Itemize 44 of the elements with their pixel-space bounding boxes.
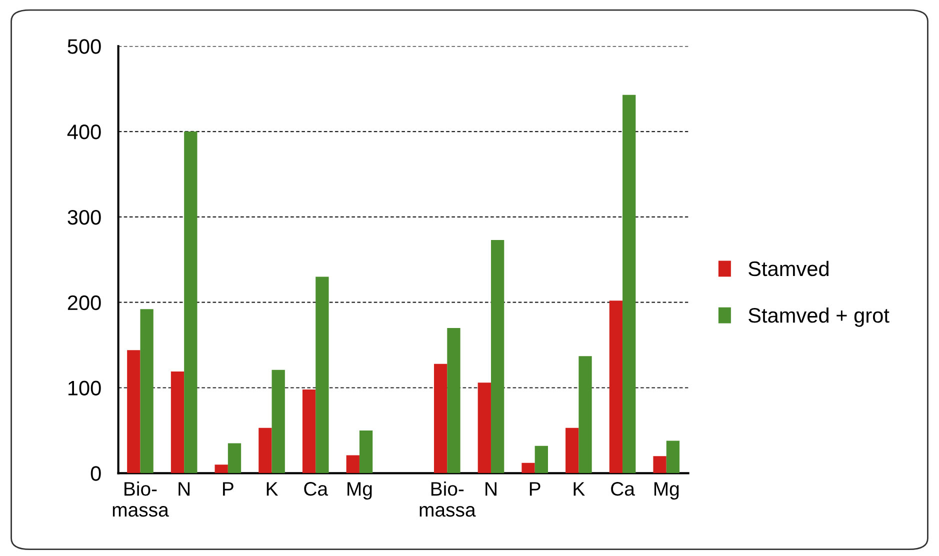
bar [534, 446, 548, 474]
bar [127, 350, 140, 474]
bar [653, 456, 666, 474]
bar [258, 428, 272, 474]
bar [228, 443, 242, 474]
y-tick-label: 300 [68, 210, 101, 225]
x-tick-label: N [486, 482, 496, 496]
legend-label: Stamved + grot [748, 307, 890, 327]
x-tick-label: K [266, 482, 278, 496]
x-tick-label: Ca [611, 482, 635, 496]
bar [622, 94, 636, 474]
x-tick-label: Bio- massa [420, 481, 476, 517]
x-tick-label: Mg [348, 482, 372, 500]
bar [184, 132, 198, 474]
bar [578, 356, 592, 474]
bar [609, 300, 623, 474]
bar [302, 389, 316, 474]
x-tick-label: Bio- massa [112, 481, 169, 517]
y-tick-label: 400 [67, 124, 101, 140]
bar [140, 309, 154, 474]
bar [490, 240, 504, 474]
y-tick-label: 100 [68, 380, 101, 396]
legend-label: Stamved [748, 260, 828, 276]
bar [478, 382, 491, 474]
bar [566, 428, 579, 474]
bar [316, 276, 329, 474]
bar [346, 455, 360, 474]
y-tick-label: 500 [68, 39, 101, 54]
bar [522, 462, 535, 474]
bar [666, 440, 680, 474]
x-tick-label: K [574, 482, 585, 496]
bar [214, 464, 228, 474]
y-tick-label: 200 [68, 295, 101, 310]
x-tick-label: P [530, 482, 540, 496]
x-tick-label: Mg [654, 482, 679, 500]
bar [359, 430, 373, 474]
bar [447, 328, 460, 474]
bar [434, 364, 448, 474]
x-tick-label: P [223, 482, 234, 496]
y-tick-label: 0 [90, 466, 101, 481]
x-tick-label: N [178, 482, 190, 496]
x-tick-label: Ca [304, 482, 328, 496]
bar [272, 370, 285, 474]
bar [170, 372, 184, 474]
